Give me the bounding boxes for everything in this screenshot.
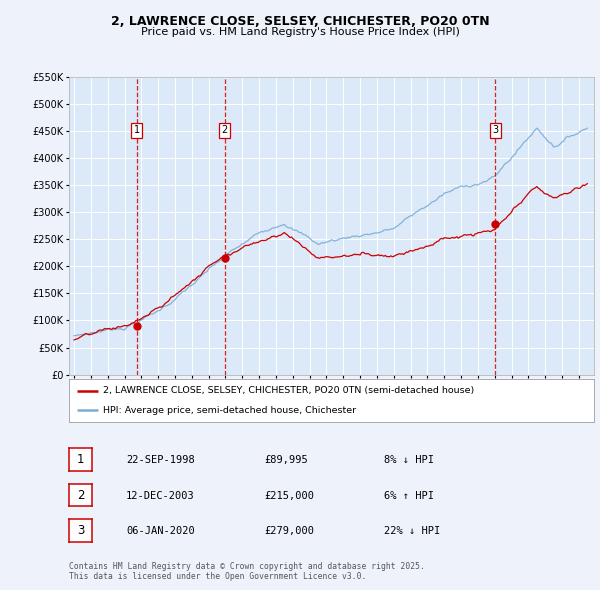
Text: 3: 3 xyxy=(492,125,498,135)
Text: 22-SEP-1998: 22-SEP-1998 xyxy=(126,455,195,465)
Text: 1: 1 xyxy=(77,453,84,466)
Text: Price paid vs. HM Land Registry's House Price Index (HPI): Price paid vs. HM Land Registry's House … xyxy=(140,27,460,37)
Text: 22% ↓ HPI: 22% ↓ HPI xyxy=(384,526,440,536)
Text: £215,000: £215,000 xyxy=(264,491,314,500)
Text: 2: 2 xyxy=(77,489,84,502)
Text: 2: 2 xyxy=(221,125,228,135)
Text: 1: 1 xyxy=(134,125,140,135)
Text: 2, LAWRENCE CLOSE, SELSEY, CHICHESTER, PO20 0TN (semi-detached house): 2, LAWRENCE CLOSE, SELSEY, CHICHESTER, P… xyxy=(103,386,475,395)
Text: 12-DEC-2003: 12-DEC-2003 xyxy=(126,491,195,500)
Text: 06-JAN-2020: 06-JAN-2020 xyxy=(126,526,195,536)
Text: 2, LAWRENCE CLOSE, SELSEY, CHICHESTER, PO20 0TN: 2, LAWRENCE CLOSE, SELSEY, CHICHESTER, P… xyxy=(110,15,490,28)
Text: 3: 3 xyxy=(77,524,84,537)
Text: 6% ↑ HPI: 6% ↑ HPI xyxy=(384,491,434,500)
Text: £89,995: £89,995 xyxy=(264,455,308,465)
Text: £279,000: £279,000 xyxy=(264,526,314,536)
Text: Contains HM Land Registry data © Crown copyright and database right 2025.
This d: Contains HM Land Registry data © Crown c… xyxy=(69,562,425,581)
Text: 8% ↓ HPI: 8% ↓ HPI xyxy=(384,455,434,465)
Text: HPI: Average price, semi-detached house, Chichester: HPI: Average price, semi-detached house,… xyxy=(103,406,356,415)
